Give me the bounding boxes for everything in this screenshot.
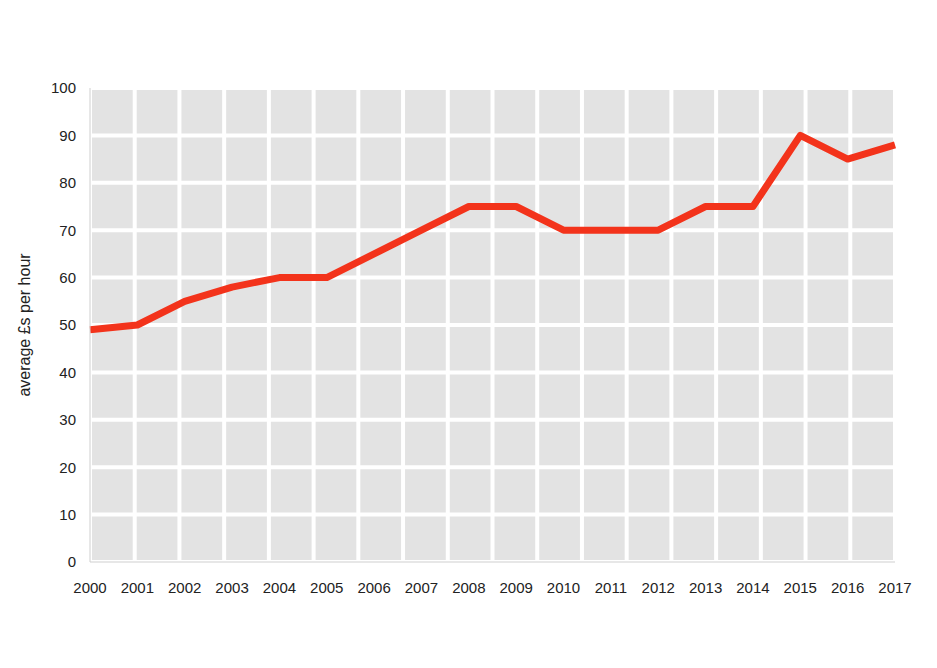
svg-text:2007: 2007 xyxy=(405,579,438,596)
svg-text:0: 0 xyxy=(68,553,76,570)
svg-text:2017: 2017 xyxy=(878,579,911,596)
svg-text:70: 70 xyxy=(59,222,76,239)
svg-text:2001: 2001 xyxy=(121,579,154,596)
svg-text:100: 100 xyxy=(51,79,76,96)
svg-text:60: 60 xyxy=(59,269,76,286)
svg-text:40: 40 xyxy=(59,364,76,381)
svg-text:2008: 2008 xyxy=(452,579,485,596)
svg-text:2000: 2000 xyxy=(73,579,106,596)
svg-text:2016: 2016 xyxy=(831,579,864,596)
svg-text:90: 90 xyxy=(59,127,76,144)
svg-text:2004: 2004 xyxy=(263,579,296,596)
svg-text:2006: 2006 xyxy=(357,579,390,596)
svg-text:2011: 2011 xyxy=(595,579,627,596)
svg-text:2010: 2010 xyxy=(547,579,580,596)
svg-text:2012: 2012 xyxy=(642,579,675,596)
svg-text:2009: 2009 xyxy=(499,579,532,596)
svg-text:2013: 2013 xyxy=(689,579,722,596)
svg-text:average £s per hour: average £s per hour xyxy=(16,253,33,397)
svg-text:2015: 2015 xyxy=(784,579,817,596)
svg-text:2014: 2014 xyxy=(736,579,769,596)
svg-text:30: 30 xyxy=(59,411,76,428)
svg-text:20: 20 xyxy=(59,459,76,476)
svg-text:10: 10 xyxy=(59,506,76,523)
svg-text:2003: 2003 xyxy=(215,579,248,596)
svg-text:50: 50 xyxy=(59,316,76,333)
svg-text:80: 80 xyxy=(59,174,76,191)
svg-text:2005: 2005 xyxy=(310,579,343,596)
svg-text:2002: 2002 xyxy=(168,579,201,596)
